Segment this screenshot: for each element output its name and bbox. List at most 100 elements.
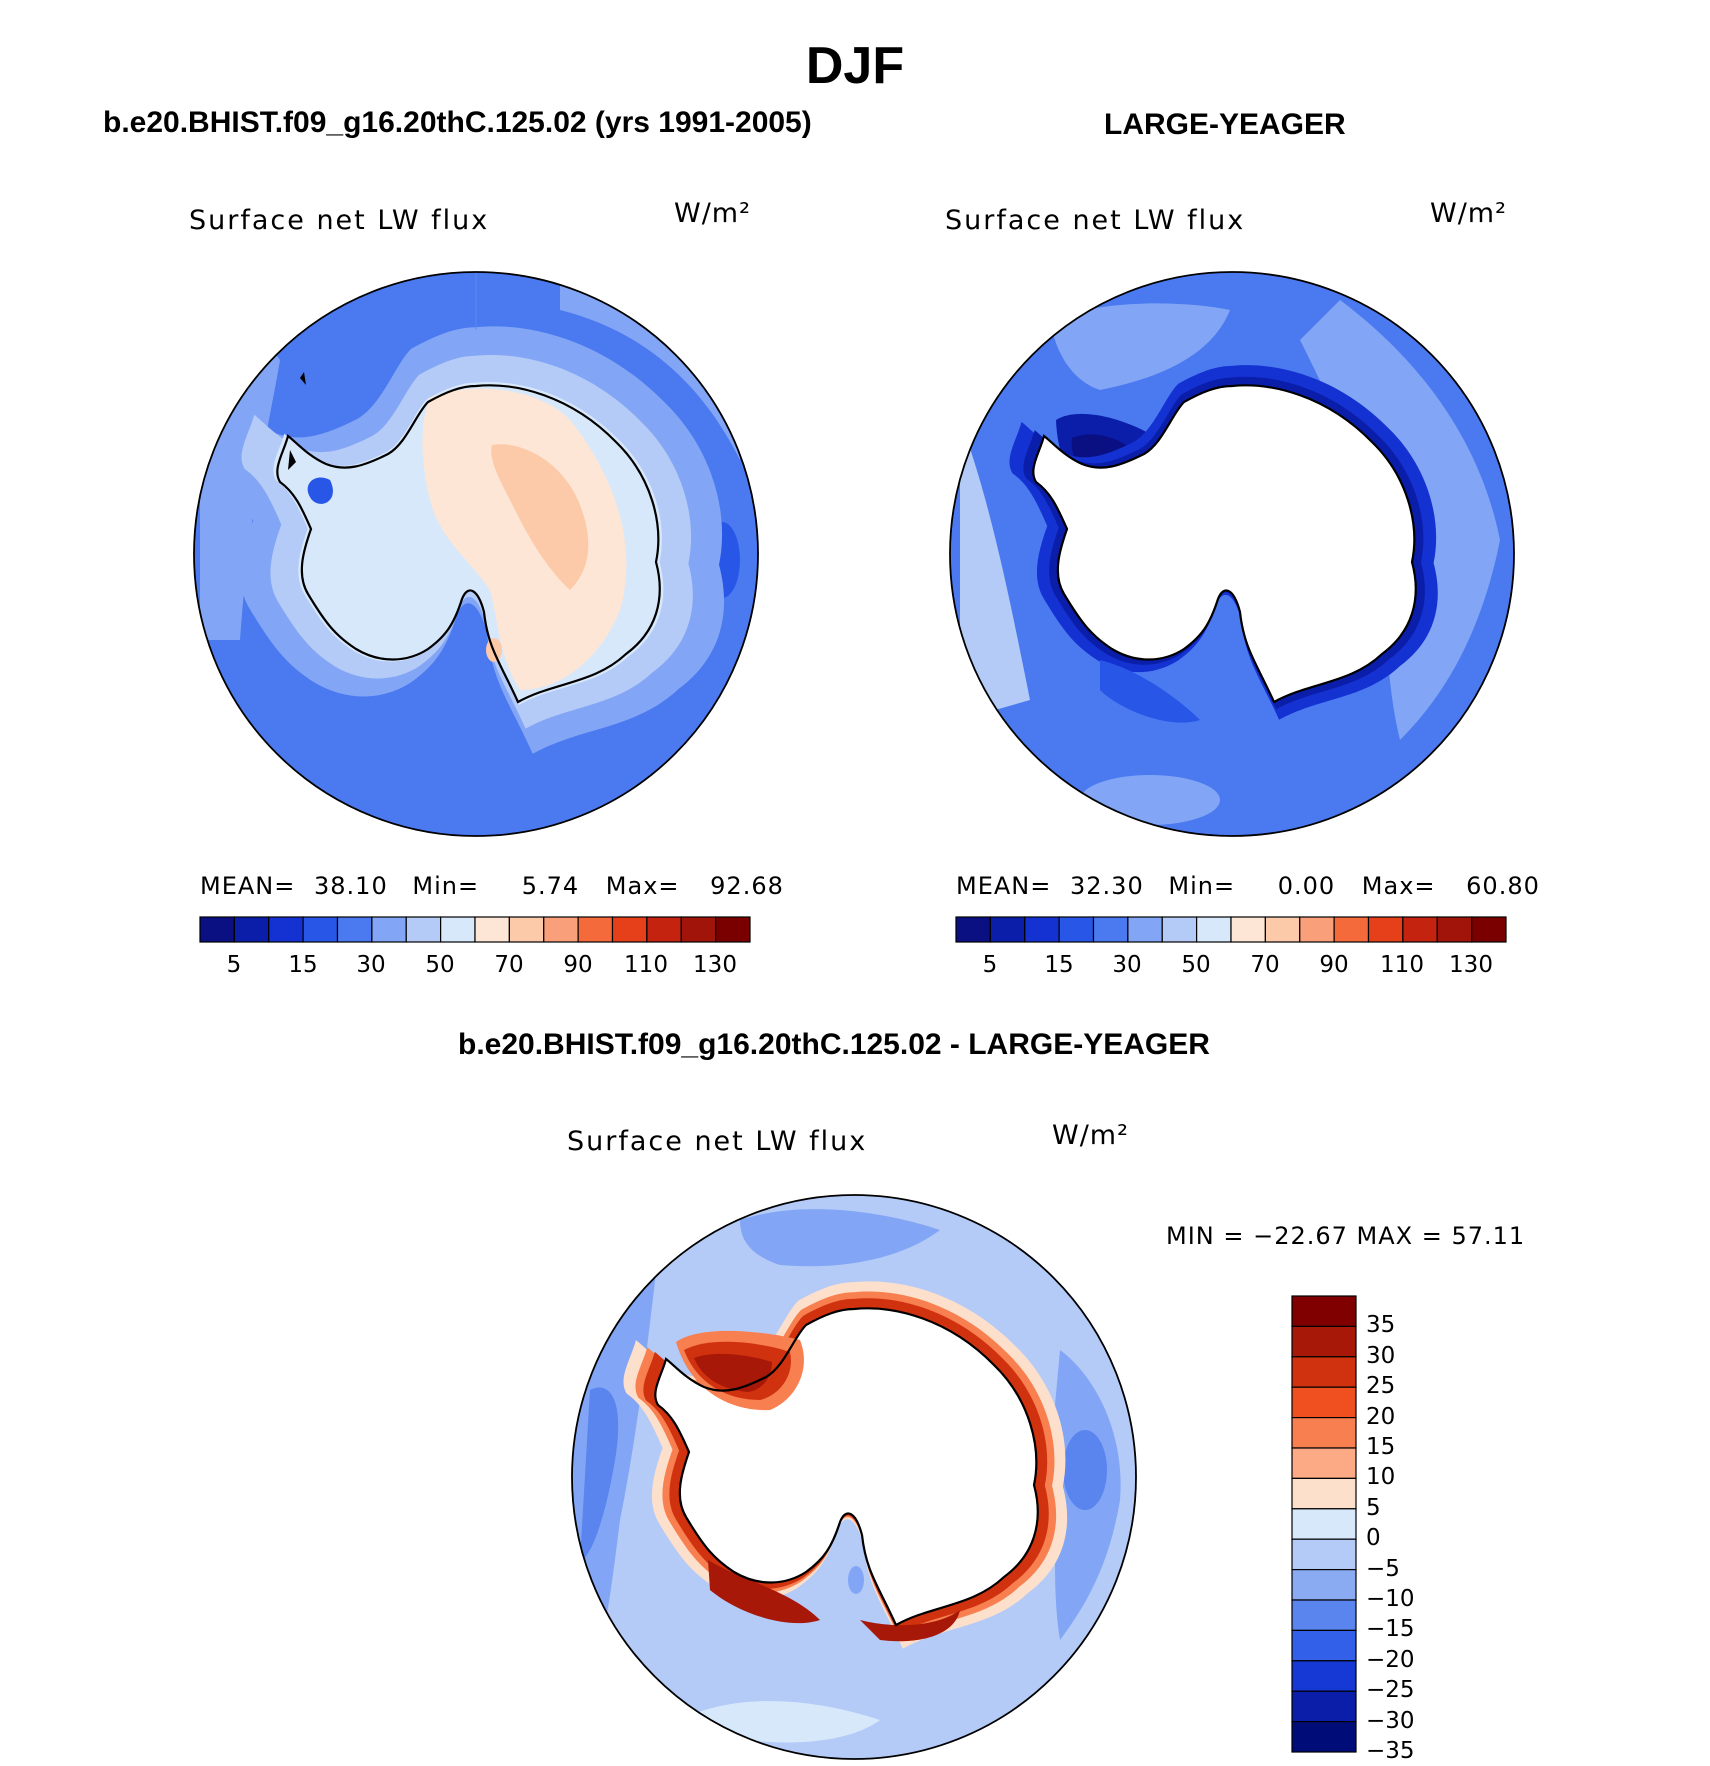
panel2-mean-label: MEAN= <box>956 872 1052 900</box>
colorbar1-swatch <box>302 916 339 943</box>
colorbar1-swatch <box>199 916 235 943</box>
colorbar3-swatch <box>1291 1568 1357 1601</box>
colorbar3-tick: 35 <box>1366 1312 1396 1339</box>
colorbar1-tick: 130 <box>693 952 737 978</box>
panel3-region <box>1063 1430 1107 1510</box>
colorbar3-tick: 25 <box>1366 1373 1396 1400</box>
colorbar1-tick: 50 <box>425 952 455 978</box>
colorbar1-swatch <box>680 916 717 943</box>
panel1-region <box>307 477 333 504</box>
colorbar2-tick: 30 <box>1112 952 1142 978</box>
colorbar3-tick: −10 <box>1366 1586 1415 1612</box>
colorbar1-tick: 110 <box>624 952 668 978</box>
colorbar3-tick: −15 <box>1366 1616 1415 1643</box>
panel1-max-label: Max= <box>605 872 680 900</box>
panel2-boundary <box>949 271 1515 837</box>
colorbar1-tick: 15 <box>288 952 318 978</box>
colorbar3-swatch <box>1291 1660 1357 1692</box>
panel2-min-label: Min= <box>1168 872 1236 900</box>
panel2-max-value: 60.80 <box>1466 872 1540 900</box>
panel2-max-label: Max= <box>1361 872 1436 900</box>
panel1-region <box>491 444 589 590</box>
colorbar2-swatch <box>1092 916 1129 943</box>
figure-title: DJF <box>805 37 905 95</box>
colorbar3-swatch <box>1291 1720 1357 1753</box>
colorbar3-swatch <box>1291 1386 1357 1419</box>
colorbar1 <box>199 916 751 943</box>
panel2-map <box>949 271 1515 837</box>
colorbar2-swatch <box>1333 916 1370 943</box>
colorbar1-swatch <box>268 916 304 943</box>
colorbar3-swatch <box>1291 1690 1357 1723</box>
colorbar2-tick: 50 <box>1181 952 1211 978</box>
colorbar2-tick: 70 <box>1250 952 1280 978</box>
colorbar2-swatch <box>1471 916 1507 943</box>
colorbar3-tick: −25 <box>1366 1677 1415 1704</box>
panel3-region <box>590 1198 660 1230</box>
panel3-region <box>580 1387 619 1560</box>
colorbar2-swatch <box>1024 916 1060 943</box>
colorbar3-swatch <box>1291 1295 1357 1327</box>
colorbar3-tick: 5 <box>1366 1494 1381 1521</box>
colorbar2-swatch <box>1127 916 1163 943</box>
colorbar3-tick: −30 <box>1366 1707 1415 1734</box>
panel3-region <box>848 1566 864 1594</box>
colorbar3-swatch <box>1291 1447 1357 1479</box>
colorbar3-tick: −20 <box>1366 1646 1415 1673</box>
colorbar2-tick: 110 <box>1380 952 1424 978</box>
colorbar1-swatch <box>440 916 476 943</box>
colorbar2-swatch <box>1299 916 1335 943</box>
panel3-region <box>740 1209 940 1267</box>
panel1-mean-value: 38.10 <box>314 872 388 900</box>
panel1-min-label: Min= <box>412 872 480 900</box>
panel1-stats: MEAN= 38.10 Min= 5.74 Max= 92.68 <box>200 872 784 900</box>
colorbar3-swatch <box>1291 1477 1357 1510</box>
panel3-region <box>708 1560 820 1624</box>
colorbar1-tick: 5 <box>226 952 242 978</box>
colorbar2-swatch <box>955 916 991 943</box>
colorbar2-tick: 15 <box>1044 952 1074 978</box>
panel3-boundary <box>571 1194 1137 1760</box>
colorbar3-tick: −35 <box>1366 1738 1415 1764</box>
panel1-units-label: W/m² <box>674 198 751 229</box>
panel1-mean-label: MEAN= <box>200 872 296 900</box>
colorbar3-tick: 30 <box>1366 1342 1396 1369</box>
colorbar2-tick: 90 <box>1319 952 1349 978</box>
panel3-case-title: b.e20.BHIST.f09_g16.20thC.125.02 - LARGE… <box>458 1028 1210 1061</box>
colorbar3-swatch <box>1291 1538 1357 1571</box>
colorbar1-swatch <box>611 916 648 943</box>
colorbar3-swatch <box>1291 1599 1357 1631</box>
colorbar1-swatch <box>577 916 614 943</box>
colorbar3-swatch <box>1291 1629 1357 1662</box>
colorbar3-tick: 15 <box>1366 1434 1396 1460</box>
panel2-mean-value: 32.30 <box>1070 872 1144 900</box>
panel1-variable-label: Surface net LW flux <box>189 205 490 236</box>
colorbar1-swatch <box>336 916 373 943</box>
colorbar2 <box>955 916 1507 943</box>
colorbar3-swatch <box>1291 1325 1357 1358</box>
colorbar1-swatch <box>508 916 545 943</box>
colorbar1-swatch <box>371 916 407 943</box>
colorbar2-swatch <box>1230 916 1266 943</box>
panel2-stats: MEAN= 32.30 Min= 0.00 Max= 60.80 <box>956 872 1540 900</box>
colorbar3-tick: 10 <box>1366 1464 1396 1491</box>
colorbar3-tick: −5 <box>1366 1555 1400 1582</box>
colorbar1-tick: 30 <box>356 952 386 978</box>
colorbar1-swatch <box>543 916 579 943</box>
colorbar1-tick: 90 <box>563 952 593 978</box>
colorbar2-tick: 130 <box>1449 952 1493 978</box>
colorbar2-swatch <box>1436 916 1473 943</box>
panel3-variable-label: Surface net LW flux <box>567 1126 868 1157</box>
panel1-islands <box>288 372 306 470</box>
colorbar1-swatch <box>405 916 442 943</box>
panel1-boundary <box>193 271 759 837</box>
panel2-min-value: 0.00 <box>1277 872 1336 900</box>
panel3-units-label: W/m² <box>1052 1120 1129 1151</box>
colorbar3-swatch <box>1291 1416 1357 1449</box>
panel2-region <box>1100 660 1200 723</box>
panel2-region <box>1050 303 1230 390</box>
colorbar1-swatch <box>474 916 510 943</box>
colorbar1-swatch <box>233 916 270 943</box>
panel3-region <box>860 1610 960 1642</box>
colorbar3-tick: 20 <box>1366 1403 1396 1430</box>
